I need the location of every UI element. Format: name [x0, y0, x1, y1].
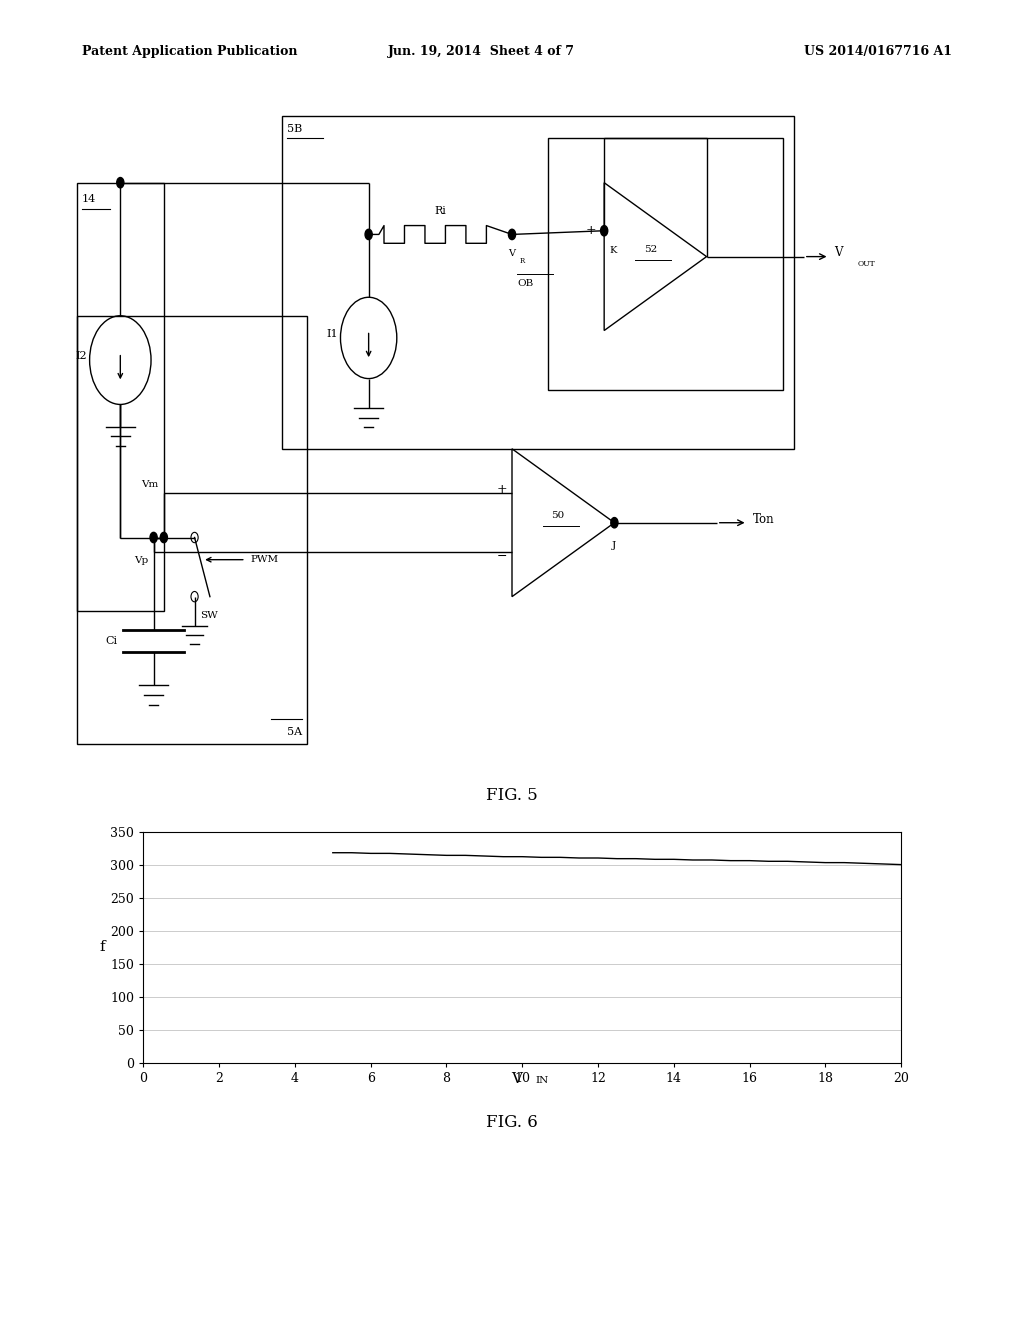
Text: FIG. 5: FIG. 5 [486, 787, 538, 804]
Text: Jun. 19, 2014  Sheet 4 of 7: Jun. 19, 2014 Sheet 4 of 7 [388, 45, 574, 58]
Text: K: K [609, 246, 616, 255]
Text: Vm: Vm [141, 480, 159, 490]
Text: Ri: Ri [434, 206, 446, 216]
Y-axis label: f: f [99, 940, 104, 954]
Text: +: + [497, 483, 507, 496]
Circle shape [150, 532, 158, 543]
Text: 5A: 5A [287, 727, 302, 737]
Text: V: V [509, 249, 515, 259]
Circle shape [160, 532, 168, 543]
Text: IN: IN [536, 1076, 549, 1085]
Circle shape [365, 230, 373, 240]
Bar [77, 315, 307, 744]
Text: OB: OB [517, 279, 534, 288]
Text: +: + [586, 224, 596, 238]
Text: 50: 50 [552, 511, 564, 520]
Bar [548, 139, 783, 389]
Text: Ci: Ci [105, 636, 118, 645]
Text: 52: 52 [644, 244, 656, 253]
Text: I1: I1 [327, 329, 338, 339]
Text: FIG. 6: FIG. 6 [486, 1114, 538, 1131]
Text: US 2014/0167716 A1: US 2014/0167716 A1 [804, 45, 952, 58]
Circle shape [600, 226, 607, 236]
Text: V: V [512, 1072, 522, 1086]
Text: V: V [835, 247, 843, 260]
Text: Ton: Ton [753, 512, 774, 525]
Bar [77, 182, 164, 611]
Circle shape [508, 230, 515, 240]
Bar [282, 116, 794, 449]
Text: R: R [520, 256, 525, 264]
Circle shape [117, 177, 124, 187]
Text: 14: 14 [82, 194, 96, 203]
Text: 5B: 5B [287, 124, 302, 133]
Text: PWM: PWM [251, 556, 279, 564]
Text: Vp: Vp [134, 556, 148, 565]
Text: J: J [612, 541, 616, 550]
Text: −: − [497, 549, 507, 562]
Circle shape [610, 517, 617, 528]
Text: I2: I2 [76, 351, 87, 362]
Text: SW: SW [200, 611, 217, 620]
Text: Patent Application Publication: Patent Application Publication [82, 45, 297, 58]
Text: OUT: OUT [858, 260, 876, 268]
